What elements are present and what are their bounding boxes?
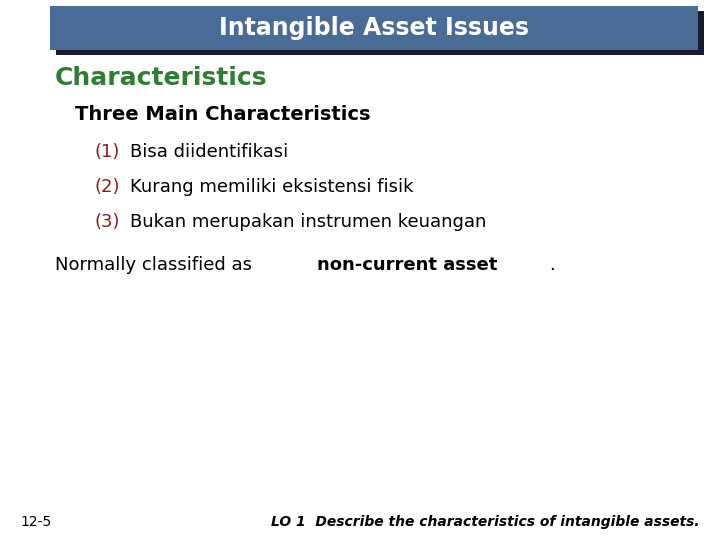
Text: (2): (2): [95, 178, 120, 196]
FancyBboxPatch shape: [56, 11, 704, 55]
Text: Intangible Asset Issues: Intangible Asset Issues: [219, 16, 529, 40]
Text: Bisa diidentifikasi: Bisa diidentifikasi: [130, 143, 288, 161]
Text: non-current asset: non-current asset: [317, 256, 497, 274]
Text: (1): (1): [95, 143, 120, 161]
Text: Bukan merupakan instrumen keuangan: Bukan merupakan instrumen keuangan: [130, 213, 487, 231]
Text: :: :: [280, 105, 287, 125]
Text: Kurang memiliki eksistensi fisik: Kurang memiliki eksistensi fisik: [130, 178, 413, 196]
Text: (3): (3): [95, 213, 120, 231]
Text: Normally classified as: Normally classified as: [55, 256, 258, 274]
Text: LO 1  Describe the characteristics of intangible assets.: LO 1 Describe the characteristics of int…: [271, 515, 700, 529]
Text: Characteristics: Characteristics: [55, 66, 268, 90]
FancyBboxPatch shape: [50, 6, 698, 50]
Text: 12-5: 12-5: [20, 515, 51, 529]
Text: Three Main Characteristics: Three Main Characteristics: [75, 105, 371, 125]
Text: .: .: [549, 256, 555, 274]
